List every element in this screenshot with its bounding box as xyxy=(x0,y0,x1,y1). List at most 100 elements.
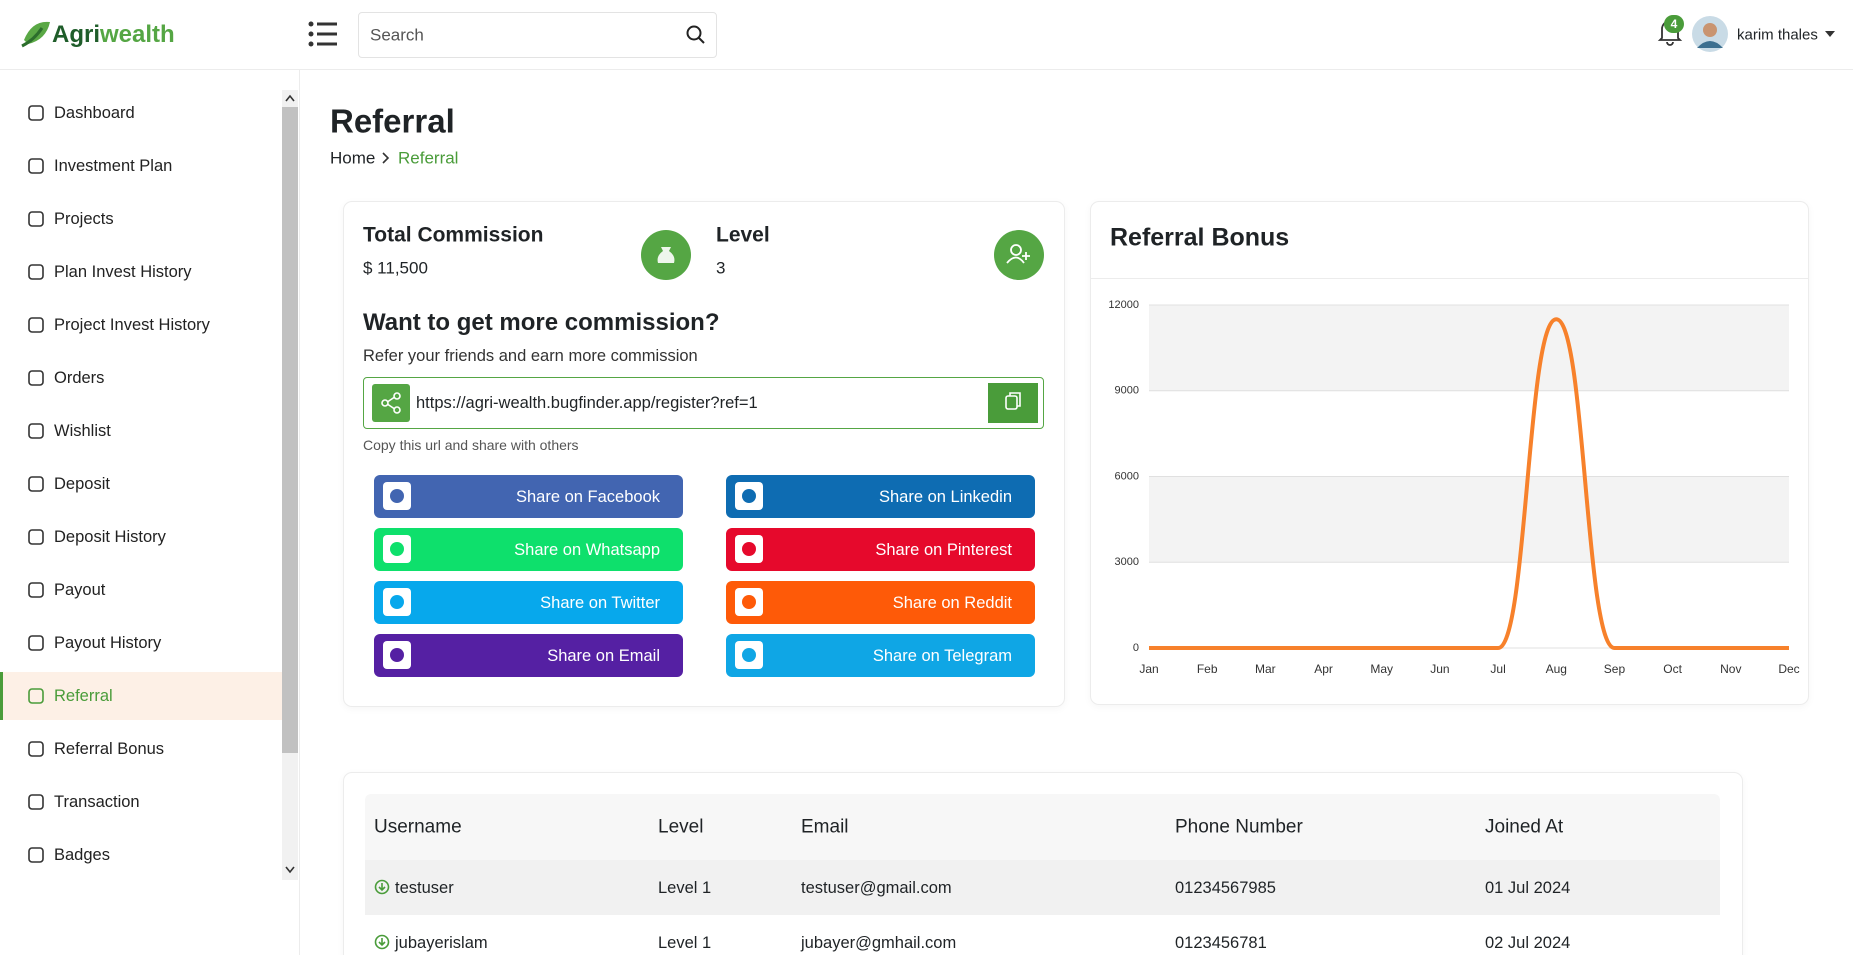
copy-button[interactable] xyxy=(988,383,1038,423)
icon-shape xyxy=(28,582,44,598)
subheading: Refer your friends and earn more commiss… xyxy=(363,346,698,365)
share-icon xyxy=(372,384,410,422)
icon-shape xyxy=(742,489,756,503)
sidebar-item[interactable]: Badges xyxy=(0,831,282,879)
sidebar-item[interactable]: Investment Plan xyxy=(0,142,282,190)
sidebar-label[interactable]: Dashboard xyxy=(54,103,135,122)
chart-title: Referral Bonus xyxy=(1110,223,1290,252)
sidebar-item[interactable]: Wishlist xyxy=(0,407,282,455)
notification-badge: 4 xyxy=(1664,15,1684,33)
search-placeholder: Search xyxy=(370,25,424,45)
sidebar-item[interactable]: Payout xyxy=(0,566,282,614)
share-button[interactable]: Share on Twitter xyxy=(374,581,683,624)
sidebar-label[interactable]: Investment Plan xyxy=(54,156,173,175)
sidebar-item[interactable]: Deposit History xyxy=(0,513,282,561)
sidebar-icon xyxy=(28,370,44,386)
share-button-label[interactable]: Share on Email xyxy=(547,646,660,665)
scroll-up[interactable] xyxy=(284,93,296,103)
share-button[interactable]: Share on Whatsapp xyxy=(374,528,683,571)
logo-part: Agri xyxy=(52,21,100,48)
x-tick-label: Jul xyxy=(1490,662,1505,676)
share-button-icon xyxy=(735,641,763,669)
sidebar-label[interactable]: Payout History xyxy=(54,633,162,652)
share-button-label[interactable]: Share on Facebook xyxy=(515,487,660,506)
sidebar-icon xyxy=(28,635,44,651)
share-button[interactable]: Share on Facebook xyxy=(374,475,683,518)
search-icon xyxy=(686,25,705,44)
sidebar-item[interactable]: Referral Bonus xyxy=(0,725,282,773)
sidebar-item[interactable]: Projects xyxy=(0,195,282,243)
scrollbar-thumb[interactable] xyxy=(282,107,298,753)
sidebar-icon xyxy=(28,741,44,757)
divider xyxy=(1091,278,1808,279)
sidebar-item[interactable]: Dashboard xyxy=(0,89,282,137)
share-button-label[interactable]: Share on Reddit xyxy=(892,593,1012,612)
user-name[interactable]: karim thales xyxy=(1737,26,1818,44)
share-button-icon xyxy=(735,482,763,510)
icon-shape xyxy=(28,423,44,439)
url-hint: Copy this url and share with others xyxy=(363,437,579,453)
share-button[interactable]: Share on Telegram xyxy=(726,634,1035,677)
sidebar-item[interactable]: Project Invest History xyxy=(0,301,282,349)
sidebar-label[interactable]: Payout xyxy=(54,580,106,599)
sidebar-label[interactable]: Deposit xyxy=(54,474,110,493)
sidebar-item[interactable]: Payout History xyxy=(0,619,282,667)
breadcrumb-item[interactable]: Home xyxy=(330,148,376,168)
icon-shape xyxy=(28,688,44,704)
sidebar-label[interactable]: Orders xyxy=(54,368,105,387)
sidebar-item[interactable]: Referral xyxy=(0,672,282,720)
share-button[interactable]: Share on Email xyxy=(374,634,683,677)
icon-shape xyxy=(742,648,756,662)
url-box: https://agri-wealth.bugfinder.app/regist… xyxy=(363,377,1044,429)
share-button[interactable]: Share on Reddit xyxy=(726,581,1035,624)
share-button-label[interactable]: Share on Whatsapp xyxy=(514,540,660,559)
icon-shape xyxy=(28,847,44,863)
sidebar-label[interactable]: Plan Invest History xyxy=(54,262,192,281)
menu-toggle[interactable] xyxy=(308,20,338,48)
share-button-label[interactable]: Share on Twitter xyxy=(540,593,660,612)
referral-url[interactable]: https://agri-wealth.bugfinder.app/regist… xyxy=(416,393,758,412)
icon-shape xyxy=(390,542,404,556)
table-cell: Level 1 xyxy=(658,933,712,952)
sidebar-label[interactable]: Wishlist xyxy=(54,421,111,440)
share-button[interactable]: Share on Pinterest xyxy=(726,528,1035,571)
x-tick-label: Jun xyxy=(1430,662,1449,676)
share-button-label[interactable]: Share on Linkedin xyxy=(878,487,1012,506)
sidebar-icon xyxy=(28,794,44,810)
user-avatar[interactable] xyxy=(1692,16,1728,52)
x-tick-label: Feb xyxy=(1197,662,1218,676)
sidebar-item[interactable]: Plan Invest History xyxy=(0,248,282,296)
share-button-label[interactable]: Share on Telegram xyxy=(872,646,1012,665)
sidebar-label[interactable]: Badges xyxy=(54,845,110,864)
sidebar-item[interactable]: Deposit xyxy=(0,460,282,508)
icon-shape xyxy=(742,595,756,609)
breadcrumb-separator xyxy=(382,152,390,164)
breadcrumb-item: Referral xyxy=(398,148,459,168)
sidebar-label[interactable]: Referral xyxy=(54,686,113,705)
sidebar-label[interactable]: Referral Bonus xyxy=(54,739,165,758)
table-cell: 01234567985 xyxy=(1175,878,1276,897)
sidebar-icon xyxy=(28,529,44,545)
stat-icon xyxy=(994,230,1044,280)
sidebar-item[interactable]: Transaction xyxy=(0,778,282,826)
x-tick-label: Nov xyxy=(1720,662,1741,676)
sidebar-label[interactable]: Deposit History xyxy=(54,527,166,546)
share-button-label[interactable]: Share on Pinterest xyxy=(875,540,1012,559)
icon-shape xyxy=(28,105,44,121)
share-button-icon xyxy=(735,588,763,616)
row-icon xyxy=(374,934,390,950)
share-button[interactable]: Share on Linkedin xyxy=(726,475,1035,518)
stat-label: Level xyxy=(716,223,770,247)
x-tick-label: May xyxy=(1370,662,1393,676)
table-header xyxy=(365,794,1720,860)
grid-band xyxy=(1149,476,1789,563)
sidebar: Dashboard Investment Plan Projects Plan Inv… xyxy=(0,70,300,955)
sidebar-label[interactable]: Project Invest History xyxy=(54,315,210,334)
search-box[interactable]: Search xyxy=(358,12,717,58)
sidebar-item[interactable]: Orders xyxy=(0,354,282,402)
row-icon xyxy=(374,879,390,895)
sidebar-label[interactable]: Transaction xyxy=(54,792,140,811)
scroll-down[interactable] xyxy=(284,865,296,875)
sidebar-label[interactable]: Projects xyxy=(54,209,114,228)
